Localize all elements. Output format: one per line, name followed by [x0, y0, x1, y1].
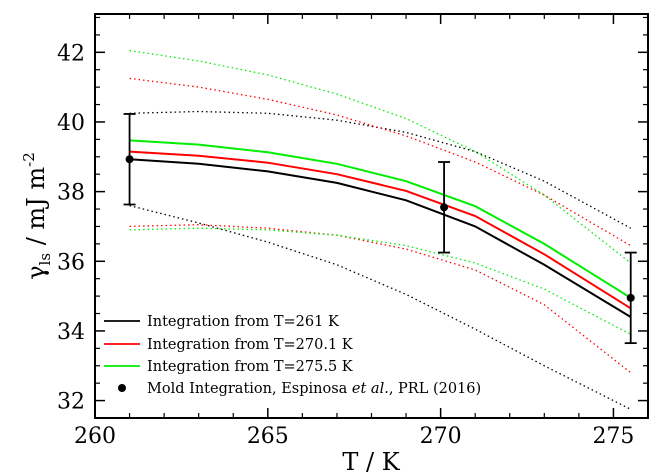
ref-point-1 — [440, 203, 449, 212]
legend-label-reference: Mold Integration, Espinosa et al., PRL (… — [147, 381, 481, 397]
y-tick-label-40: 40 — [57, 111, 85, 136]
ref-point-0 — [125, 155, 134, 164]
legend-label-275: Integration from T=275.5 K — [147, 359, 354, 375]
uncertainty-bands — [129, 49, 632, 410]
legend-label-261: Integration from T=261 K — [147, 314, 340, 330]
series-0-upper-bound — [129, 110, 632, 229]
series-2-line — [129, 139, 632, 299]
x-tick-label-275: 275 — [592, 424, 634, 449]
y-axis-label-subscript: ls — [36, 253, 54, 266]
reference-points — [123, 113, 637, 345]
legend: Integration from T=261 K Integration fro… — [104, 314, 481, 397]
legend-label-reference-part-3: , PRL (2016) — [389, 381, 481, 397]
y-tick-label-32: 32 — [57, 390, 85, 415]
x-tick-label-265: 265 — [247, 424, 289, 449]
legend-label-270: Integration from T=270.1 K — [147, 337, 354, 353]
y-tick-label-38: 38 — [57, 181, 85, 206]
series-lines — [129, 139, 632, 318]
y-axis-label-unit: / mJ m — [22, 167, 50, 253]
series-0-lower-bound — [129, 204, 631, 410]
x-tick-label-260: 260 — [74, 424, 116, 449]
legend-label-reference-part-2: et al. — [352, 381, 389, 397]
legend-label-reference-part-1: Mold Integration, Espinosa — [147, 381, 352, 397]
ref-point-2 — [626, 293, 635, 302]
y-tick-label-34: 34 — [57, 320, 85, 345]
series-1-upper-bound — [129, 77, 632, 247]
y-axis-label-superscript: -2 — [20, 152, 38, 167]
x-axis-label: T / K — [342, 448, 400, 476]
y-axis-label: γls / mJ m-2 — [20, 152, 54, 280]
series-0-line — [129, 158, 632, 318]
y-tick-label-42: 42 — [57, 41, 85, 66]
x-tick-label-270: 270 — [420, 424, 462, 449]
y-tick-label-36: 36 — [57, 250, 85, 275]
legend-marker-reference — [118, 384, 126, 392]
series-2-upper-bound — [129, 49, 632, 264]
series-1-lower-bound — [129, 224, 632, 374]
series-1-line — [129, 150, 632, 310]
series-2-lower-bound — [129, 227, 632, 335]
plot-frame — [94, 13, 649, 419]
y-axis-ticks: 32 34 36 38 40 42 — [57, 16, 648, 419]
y-axis-label-symbol: γ — [22, 265, 50, 279]
x-axis-ticks: 260 265 270 275 — [74, 14, 649, 449]
